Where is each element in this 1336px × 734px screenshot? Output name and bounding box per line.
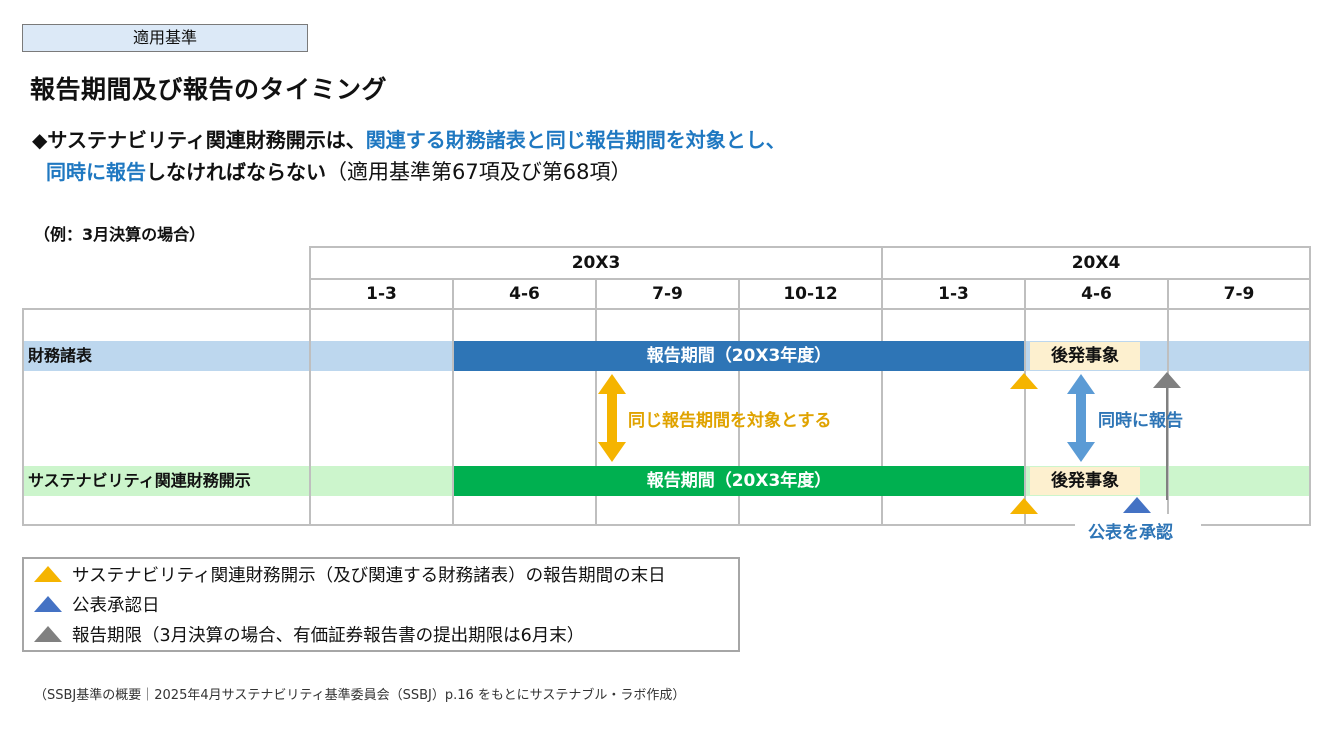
period-end-triangle-icon	[1010, 373, 1038, 389]
fs-reporting-period-bar: 報告期間（20X3年度）	[454, 341, 1024, 371]
triangle-blue-icon	[34, 596, 62, 612]
legend-item: 公表承認日	[34, 591, 160, 621]
quarter-header: 4-6	[1081, 284, 1112, 304]
same-period-arrow-icon	[598, 374, 626, 462]
grid-line	[881, 246, 883, 526]
legend-item: 報告期限（3月決算の場合、有価証券報告書の提出期限は6月末）	[34, 621, 584, 651]
year-header: 20X4	[1071, 253, 1121, 273]
quarter-header: 1-3	[938, 284, 969, 304]
triangle-yellow-icon	[34, 566, 62, 582]
grid-line	[309, 246, 311, 526]
grid-line	[309, 278, 1311, 280]
row-label-sustainability-disclosure: サステナビリティ関連財務開示	[28, 471, 251, 490]
quarter-header: 7-9	[1223, 284, 1255, 304]
example-caption: （例：3月決算の場合）	[34, 225, 206, 244]
simultaneous-label: 同時に報告	[1098, 411, 1183, 431]
quarter-header: 4-6	[509, 284, 540, 304]
grid-line	[22, 524, 1311, 526]
legend-text: 報告期限（3月決算の場合、有価証券報告書の提出期限は6月末）	[72, 626, 585, 646]
lead-rest: しなければならない	[146, 160, 326, 184]
quarter-header: 7-9	[652, 284, 683, 304]
legend: サステナビリティ関連財務開示（及び関連する財務諸表）の報告期間の末日 公表承認日…	[22, 557, 740, 652]
fs-subsequent-events: 後発事象	[1030, 342, 1140, 370]
deadline-line	[1166, 388, 1168, 500]
simultaneous-arrow-icon	[1067, 374, 1095, 462]
approval-label-backdrop	[1075, 514, 1201, 536]
approval-label: 公表を承認	[1088, 523, 1173, 543]
grid-line	[738, 278, 740, 526]
period-end-triangle-icon	[1010, 498, 1038, 514]
grid-line	[1167, 278, 1169, 526]
quarter-header: 10-12	[783, 284, 838, 304]
grid-line	[22, 308, 24, 526]
grid-line	[452, 278, 454, 526]
lead-statement: ◆サステナビリティ関連財務開示は、関連する財務諸表と同じ報告期間を対象とし、 同…	[32, 124, 786, 188]
lead-prefix: ◆サステナビリティ関連財務開示は、	[32, 128, 366, 152]
grid-line	[309, 246, 1311, 248]
deadline-triangle-icon	[1153, 372, 1181, 388]
year-header: 20X3	[571, 253, 621, 273]
page-title: 報告期間及び報告のタイミング	[30, 75, 388, 104]
sust-reporting-period-bar: 報告期間（20X3年度）	[454, 466, 1024, 496]
quarter-header: 1-3	[366, 284, 397, 304]
row-label-financial-statements: 財務諸表	[28, 346, 93, 365]
grid-line	[22, 308, 1311, 310]
category-tag: 適用基準	[22, 24, 308, 52]
same-period-label: 同じ報告期間を対象とする	[628, 411, 832, 431]
lead-reference: （適用基準第67項及び第68項）	[326, 160, 632, 184]
grid-line	[1024, 278, 1026, 526]
lead-highlight-1: 関連する財務諸表と同じ報告期間を対象とし、	[365, 128, 786, 152]
legend-item: サステナビリティ関連財務開示（及び関連する財務諸表）の報告期間の末日	[34, 561, 666, 591]
source-note: （SSBJ基準の概要｜2025年4月サステナビリティ基準委員会（SSBJ）p.1…	[34, 688, 686, 703]
legend-text: サステナビリティ関連財務開示（及び関連する財務諸表）の報告期間の末日	[72, 566, 666, 586]
lead-highlight-2: 同時に報告	[46, 160, 146, 184]
approval-triangle-icon	[1123, 497, 1151, 513]
sust-subsequent-events: 後発事象	[1030, 467, 1140, 495]
grid-line	[595, 278, 597, 526]
grid-line	[1309, 246, 1311, 526]
legend-text: 公表承認日	[72, 596, 160, 616]
triangle-gray-icon	[34, 626, 62, 642]
